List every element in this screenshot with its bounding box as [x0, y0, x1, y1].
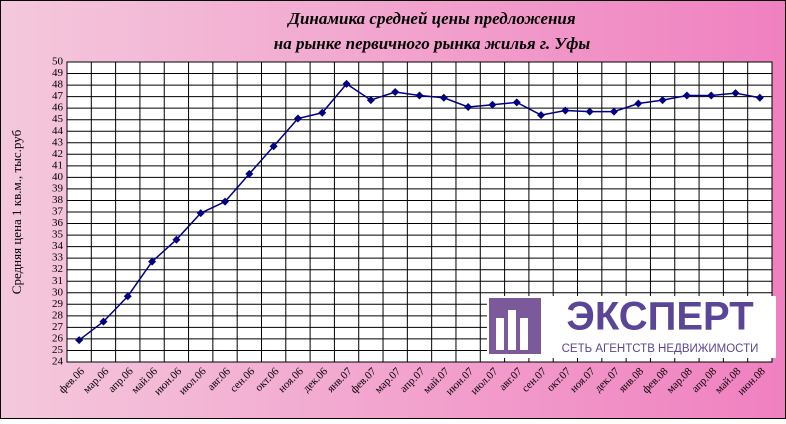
y-tick-label: 35 [52, 229, 64, 241]
y-tick-label: 29 [52, 298, 64, 310]
y-tick-label: 40 [52, 171, 64, 183]
marker [269, 142, 278, 151]
y-tick-label: 49 [52, 67, 64, 79]
logo-tagline: СЕТЬ АГЕНТСТВ НЕДВИЖИМОСТИ [562, 343, 759, 355]
marker [221, 197, 230, 206]
chart-title: на рынке первичного рынка жилья г. Уфы [274, 34, 591, 53]
marker [391, 88, 400, 96]
marker [415, 91, 424, 100]
y-tick-label: 47 [52, 90, 64, 102]
y-tick-label: 50 [52, 56, 64, 68]
marker [755, 93, 764, 102]
marker [512, 98, 521, 107]
chart-title: Динамика средней цены предложения [286, 9, 576, 28]
y-axis-title: Средняя цена 1 кв.м., тыс.руб [9, 129, 24, 294]
y-tick-label: 46 [52, 102, 64, 114]
y-tick-label: 33 [52, 252, 64, 264]
logo-icon [520, 318, 528, 350]
marker [488, 100, 497, 109]
marker [609, 107, 618, 116]
y-tick-label: 36 [52, 217, 64, 229]
marker [682, 91, 691, 100]
marker [318, 108, 327, 117]
marker [75, 336, 84, 345]
y-tick-label: 45 [52, 113, 64, 125]
y-tick-label: 39 [52, 182, 64, 194]
marker [464, 103, 473, 111]
marker [634, 99, 643, 108]
y-tick-label: 25 [52, 344, 64, 356]
y-tick-label: 31 [52, 275, 63, 287]
marker [148, 257, 157, 266]
y-tick-label: 42 [52, 148, 63, 160]
y-tick-label: 48 [52, 79, 64, 91]
logo: ЭКСПЕРТ СЕТЬ АГЕНТСТВ НЕДВИЖИМОСТИ [487, 295, 776, 358]
logo-name: ЭКСПЕРТ [566, 295, 753, 339]
y-tick-label: 28 [52, 309, 64, 321]
logo-icon [496, 318, 504, 350]
marker [245, 169, 254, 178]
plot-border [66, 61, 773, 363]
y-tick-label: 43 [52, 136, 64, 148]
marker [537, 111, 546, 120]
marker [172, 235, 181, 244]
y-tick-label: 34 [52, 240, 64, 252]
marker [196, 209, 205, 218]
y-tick-label: 44 [52, 125, 64, 137]
y-tick-label: 38 [52, 194, 64, 206]
marker [123, 292, 132, 301]
marker [707, 91, 716, 100]
marker [99, 317, 108, 326]
y-tick-label: 27 [52, 321, 64, 333]
marker [439, 93, 448, 102]
y-tick-label: 37 [52, 206, 64, 218]
y-tick-label: 32 [52, 263, 63, 275]
logo-icon [508, 310, 516, 350]
marker [585, 107, 594, 116]
marker [658, 96, 667, 105]
marker [366, 96, 375, 105]
y-tick-label: 41 [52, 159, 63, 171]
marker [731, 89, 740, 98]
y-tick-label: 24 [52, 356, 64, 368]
marker [561, 106, 570, 115]
y-tick-label: 26 [52, 332, 64, 344]
marker [342, 79, 351, 88]
marker [293, 114, 302, 123]
y-tick-label: 30 [52, 286, 64, 298]
